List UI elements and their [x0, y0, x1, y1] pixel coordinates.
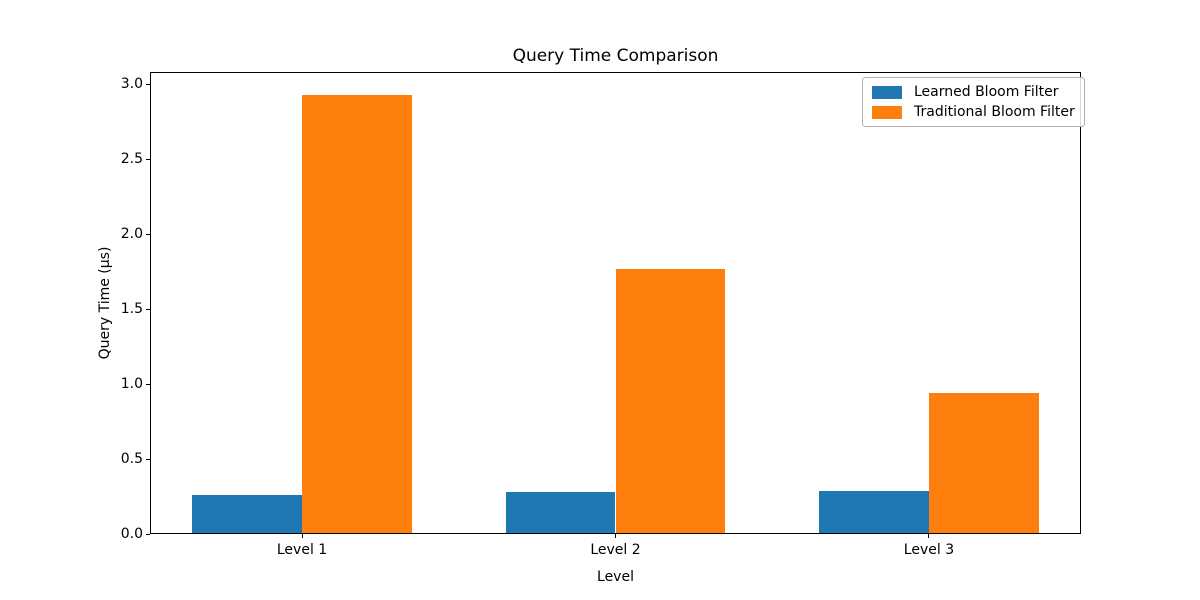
bar-traditional-bloom-filter-level-1 [302, 94, 412, 534]
y-tick-label: 2.5 [120, 151, 143, 167]
y-tick-mark [146, 158, 150, 160]
bar-traditional-bloom-filter-level-2 [615, 268, 726, 534]
legend-label: Traditional Bloom Filter [914, 104, 1075, 120]
chart-title: Query Time Comparison [512, 46, 719, 66]
x-tick-mark [615, 534, 616, 538]
bar-learned-bloom-filter-level-1 [192, 495, 303, 534]
y-tick-mark [146, 83, 150, 85]
x-tick-mark [928, 534, 930, 538]
legend: Learned Bloom Filter Traditional Bloom Fi… [862, 77, 1085, 127]
y-tick-mark [146, 458, 150, 460]
legend-entry-traditional-bloom-filter: Traditional Bloom Filter [872, 103, 1075, 121]
y-tick-mark [146, 233, 150, 235]
y-tick-label: 0.0 [120, 526, 143, 542]
legend-swatch-learned-bloom-filter [872, 85, 902, 99]
x-tick-label: Level 3 [903, 542, 955, 558]
legend-entry-learned-bloom-filter: Learned Bloom Filter [872, 83, 1075, 101]
y-tick-mark [146, 308, 150, 310]
y-tick-label: 1.5 [120, 301, 143, 317]
bar-learned-bloom-filter-level-3 [819, 490, 929, 534]
y-tick-mark [146, 383, 150, 385]
x-axis-label: Level [597, 569, 634, 585]
bar-learned-bloom-filter-level-2 [505, 492, 616, 534]
y-tick-label: 2.0 [120, 226, 143, 242]
x-tick-label: Level 1 [276, 542, 328, 558]
legend-swatch-traditional-bloom-filter [872, 105, 902, 119]
legend-label: Learned Bloom Filter [914, 84, 1059, 100]
y-tick-label: 1.0 [120, 376, 143, 392]
x-tick-label: Level 2 [590, 542, 641, 558]
bar-traditional-bloom-filter-level-3 [928, 393, 1039, 534]
x-tick-mark [301, 534, 303, 538]
y-tick-mark [146, 533, 150, 535]
y-tick-label: 3.0 [120, 76, 143, 92]
y-tick-label: 0.5 [120, 451, 143, 467]
